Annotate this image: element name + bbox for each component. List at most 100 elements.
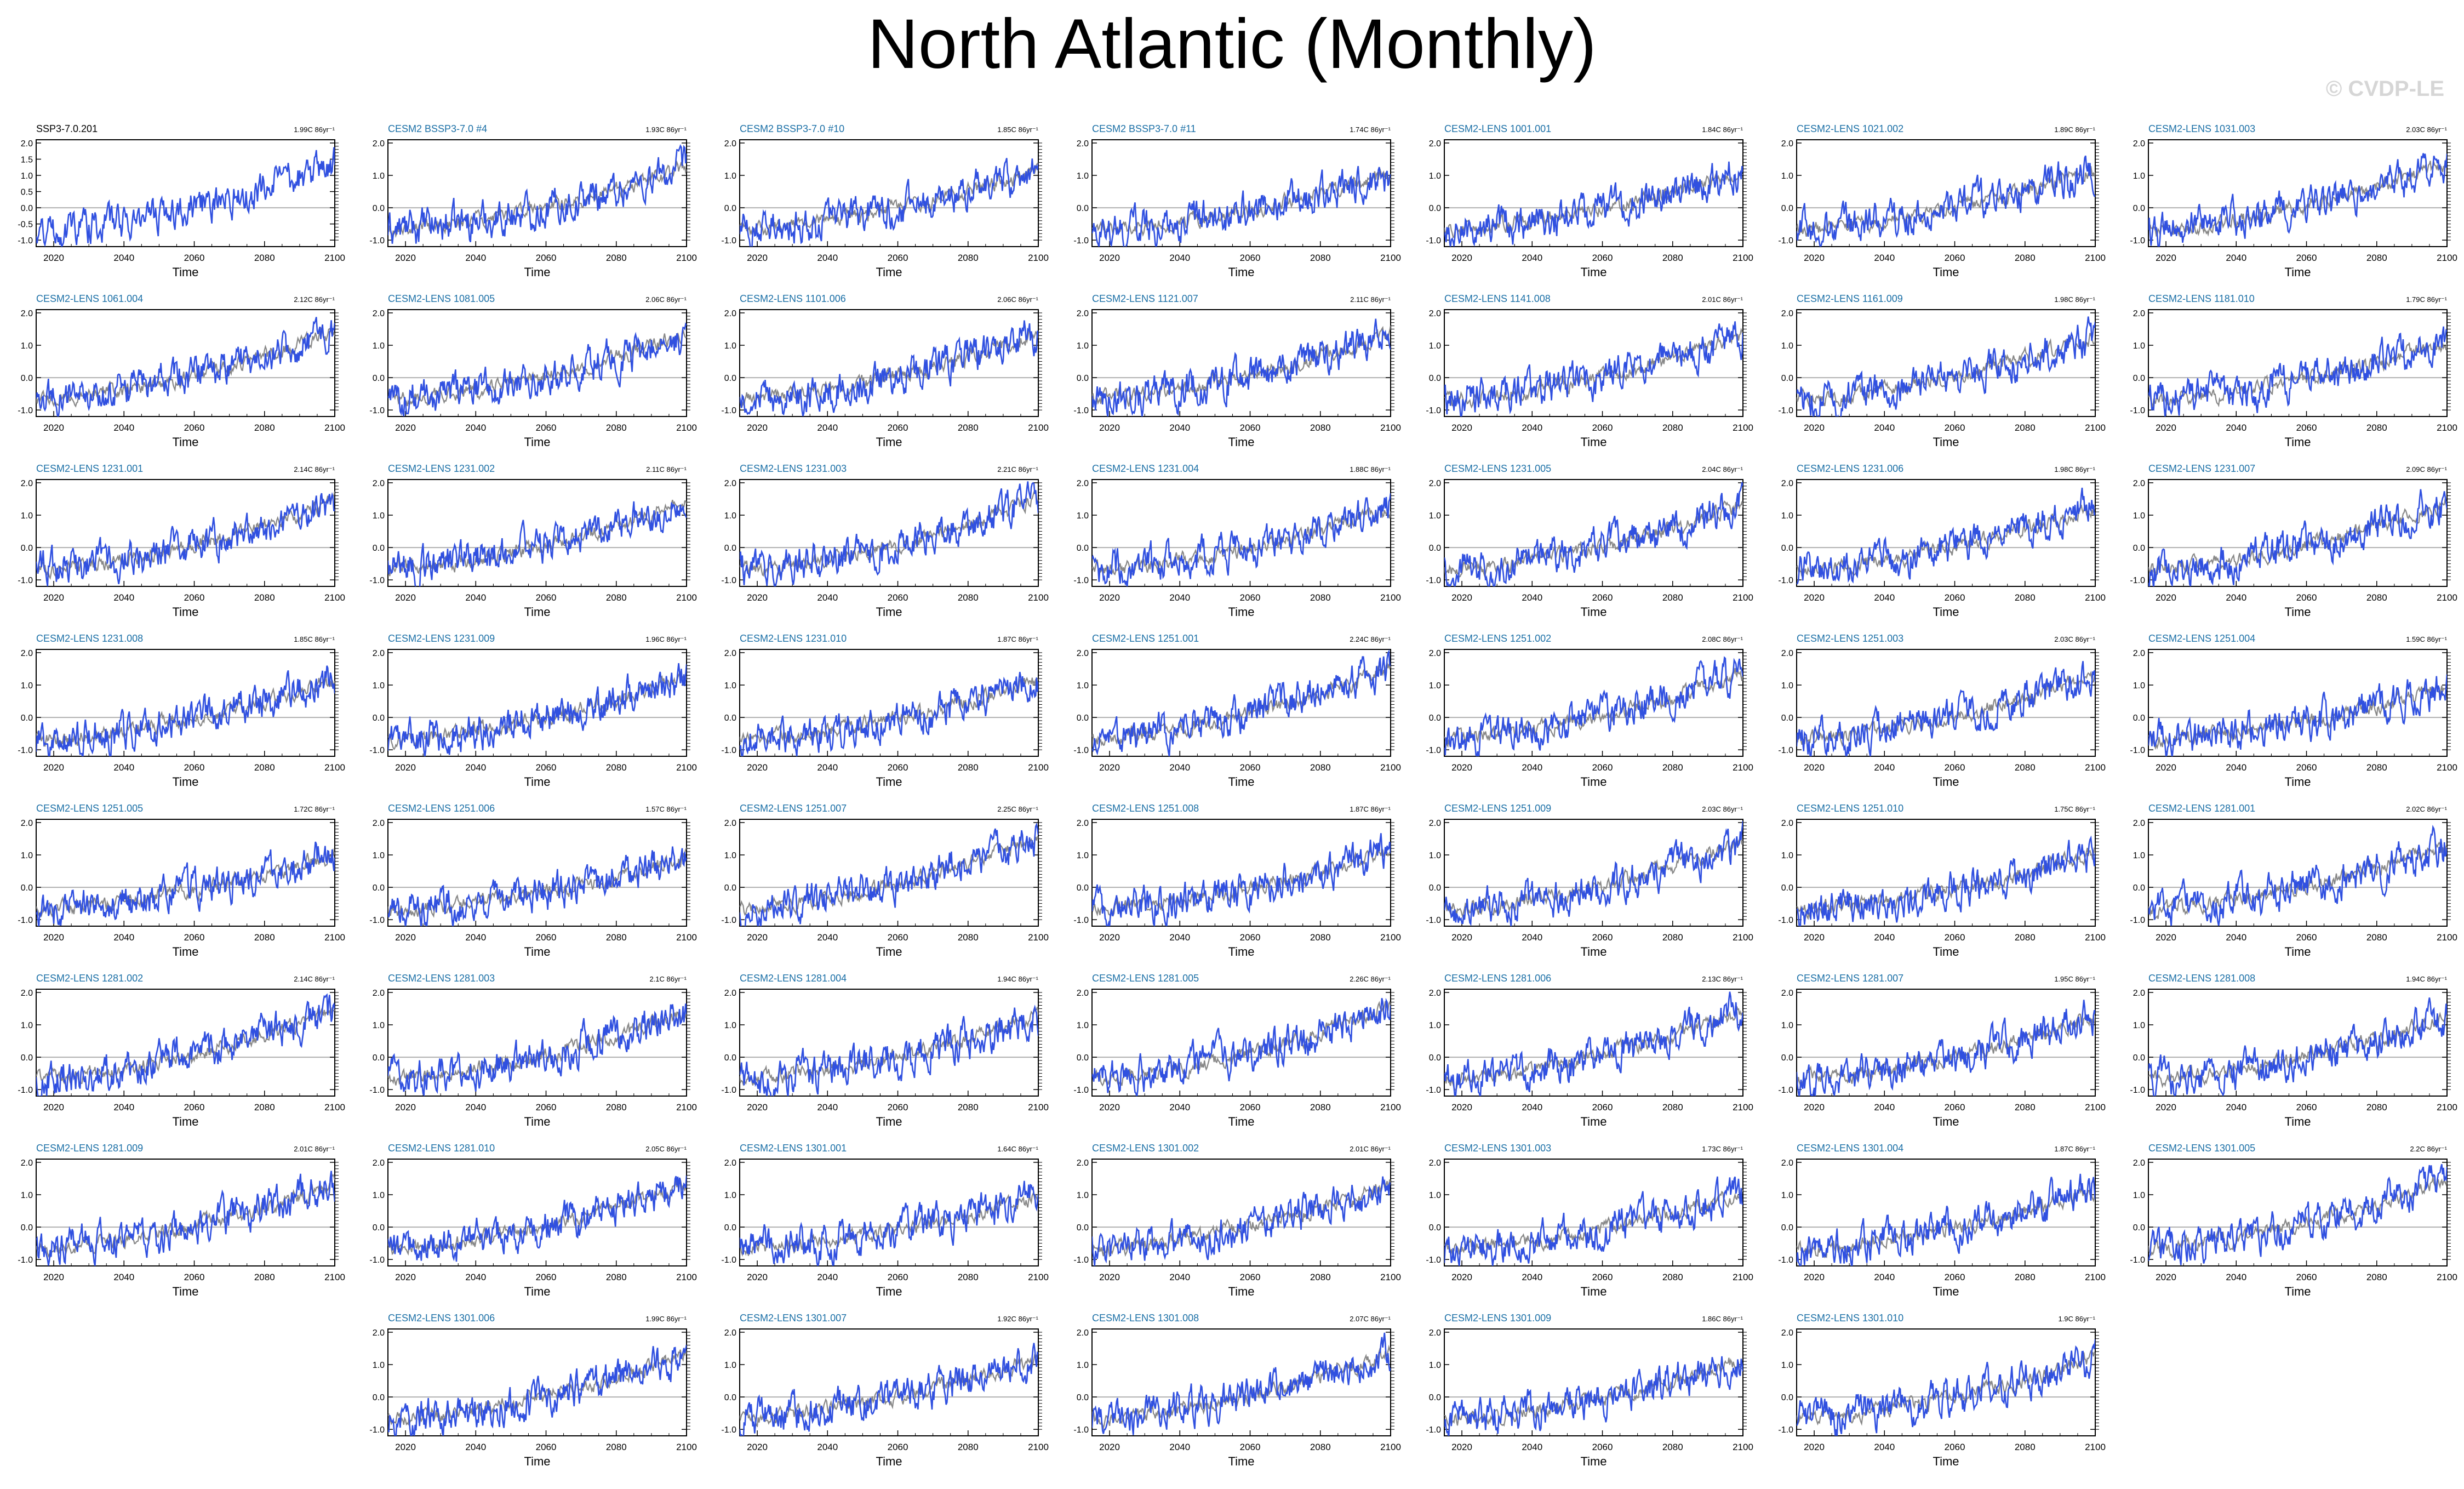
y-tick-label: -1.0	[1426, 1086, 1441, 1095]
trend-label: 2.07C 86yr⁻¹	[1350, 1315, 1391, 1323]
x-tick-label: 2040	[465, 1102, 486, 1113]
trend-label: 2.14C 86yr⁻¹	[294, 465, 335, 473]
x-axis-label: Time	[1580, 945, 1607, 959]
plot-frame	[1444, 479, 1743, 587]
y-tick-label: 2.0	[1077, 139, 1089, 149]
series-line	[1444, 161, 1743, 247]
x-tick-label: 2020	[747, 932, 768, 943]
x-tick-label: 2100	[2085, 1442, 2106, 1452]
y-tick-label: 0.0	[2133, 883, 2145, 893]
x-tick-label: 2060	[2296, 932, 2317, 943]
x-tick-label: 2040	[1874, 1272, 1895, 1282]
y-tick-label: 1.0	[2133, 341, 2145, 351]
chart-panel: CESM2-LENS 1301.010 1.9C 86yr⁻¹ 2.0 1.0 0.0 -…	[1778, 1313, 2105, 1468]
y-tick-label: -1.0	[2130, 406, 2145, 415]
plot-frame	[36, 649, 335, 757]
y-tick-label: 2.0	[2133, 819, 2145, 828]
x-tick-label: 2040	[1169, 253, 1190, 263]
plot-frame	[36, 479, 335, 587]
x-tick-label: 2060	[1592, 1272, 1613, 1282]
x-axis-label: Time	[1228, 775, 1254, 789]
x-tick-label: 2020	[43, 592, 64, 603]
x-tick-label: 2060	[1240, 423, 1261, 433]
x-axis-label: Time	[876, 265, 902, 279]
panel-title: CESM2-LENS 1281.007	[1797, 973, 1903, 984]
y-tick-label: 0.0	[1781, 204, 1793, 213]
x-tick-label: 2020	[1451, 1272, 1472, 1282]
y-tick-label: 1.5	[21, 155, 33, 164]
y-tick-label: -1.0	[369, 1425, 385, 1435]
y-tick-label: 0.0	[373, 374, 385, 383]
y-tick-label: -1.0	[2130, 916, 2145, 925]
panel-title: CESM2-LENS 1281.002	[36, 973, 143, 984]
x-tick-label: 2080	[606, 1442, 627, 1452]
x-tick-label: 2040	[2226, 423, 2246, 433]
y-tick-label: 1.0	[1077, 681, 1089, 691]
y-tick-label: -1.0	[18, 916, 33, 925]
x-tick-label: 2060	[1945, 1102, 1965, 1113]
x-tick-label: 2060	[1945, 762, 1965, 773]
chart-panel: CESM2-LENS 1181.010 1.79C 86yr⁻¹ 2.0 1.0 0.0…	[2130, 293, 2457, 449]
x-tick-label: 2020	[43, 253, 64, 263]
x-tick-label: 2060	[1945, 592, 1965, 603]
x-tick-label: 2080	[1310, 1442, 1331, 1452]
ensemble-mean-line	[1444, 500, 1743, 578]
chart-panel: CESM2-LENS 1231.001 2.14C 86yr⁻¹ 2.0 1.0 0.0…	[18, 463, 345, 619]
y-tick-label: 0.0	[724, 1053, 736, 1063]
x-tick-label: 2080	[2366, 1272, 2387, 1282]
plot-frame	[739, 819, 1039, 927]
y-tick-label: -1.0	[1778, 236, 1793, 246]
panel-title: CESM2-LENS 1301.005	[2148, 1143, 2255, 1154]
x-tick-label: 2080	[254, 1272, 275, 1282]
x-tick-label: 2060	[888, 762, 908, 773]
x-tick-label: 2100	[676, 1442, 697, 1452]
y-tick-label: 2.0	[373, 649, 385, 658]
y-tick-label: 2.0	[1077, 1328, 1089, 1338]
plot-frame	[1091, 989, 1391, 1097]
trend-label: 2.01C 86yr⁻¹	[1702, 295, 1743, 304]
chart-panel: CESM2-LENS 1281.008 1.94C 86yr⁻¹ 2.0 1.0 0.0…	[2130, 973, 2457, 1128]
x-tick-label: 2020	[1804, 423, 1825, 433]
ensemble-mean-line	[2148, 1011, 2447, 1088]
y-tick-label: 2.0	[21, 139, 33, 149]
x-tick-label: 2020	[1451, 1442, 1472, 1452]
y-tick-label: 2.0	[1429, 819, 1441, 828]
x-tick-label: 2080	[1310, 1102, 1331, 1113]
trend-label: 2.1C 86yr⁻¹	[649, 975, 687, 983]
plot-frame	[387, 1159, 687, 1266]
x-tick-label: 2020	[43, 1272, 64, 1282]
x-tick-label: 2080	[2366, 762, 2387, 773]
plot-frame	[1091, 139, 1391, 247]
chart-panel: CESM2-LENS 1251.001 2.24C 86yr⁻¹ 2.0 1.0 0.0…	[1073, 633, 1400, 789]
series-line	[1797, 1173, 2095, 1266]
panel-title: CESM2-LENS 1301.007	[740, 1313, 847, 1323]
x-tick-label: 2080	[958, 1272, 979, 1282]
series-line	[740, 1005, 1038, 1096]
panel-title: CESM2-LENS 1231.007	[2148, 463, 2255, 474]
trend-label: 1.64C 86yr⁻¹	[997, 1145, 1038, 1153]
x-axis-label: Time	[524, 1285, 550, 1298]
x-tick-label: 2060	[888, 253, 908, 263]
panel-title: CESM2-LENS 1301.008	[1092, 1313, 1199, 1323]
y-tick-label: 2.0	[1781, 1159, 1793, 1168]
plot-frame	[739, 1159, 1039, 1266]
series-line	[740, 481, 1038, 586]
chart-panel: CESM2-LENS 1081.005 2.06C 86yr⁻¹ 2.0 1.0 0.0…	[369, 293, 696, 449]
x-axis-label: Time	[1228, 435, 1254, 449]
trend-label: 2.08C 86yr⁻¹	[1702, 635, 1743, 643]
x-tick-label: 2100	[2437, 1272, 2457, 1282]
x-tick-label: 2040	[465, 253, 486, 263]
y-tick-label: 0.0	[1781, 714, 1793, 723]
y-tick-label: 1.0	[373, 851, 385, 860]
series-line	[2148, 674, 2447, 756]
y-tick-label: 0.0	[373, 1223, 385, 1233]
x-tick-label: 2100	[2085, 1102, 2106, 1113]
series-line	[388, 1344, 687, 1436]
chart-panel: CESM2-LENS 1301.001 1.64C 86yr⁻¹ 2.0 1.0 0.0…	[721, 1143, 1048, 1298]
x-tick-label: 2100	[324, 1272, 345, 1282]
chart-panel: CESM2-LENS 1141.008 2.01C 86yr⁻¹ 2.0 1.0 0.0…	[1426, 293, 1753, 449]
plot-frame	[2148, 989, 2448, 1097]
x-tick-label: 2060	[1945, 253, 1965, 263]
panel-title: CESM2-LENS 1081.005	[388, 293, 495, 304]
y-tick-label: 1.0	[373, 341, 385, 351]
